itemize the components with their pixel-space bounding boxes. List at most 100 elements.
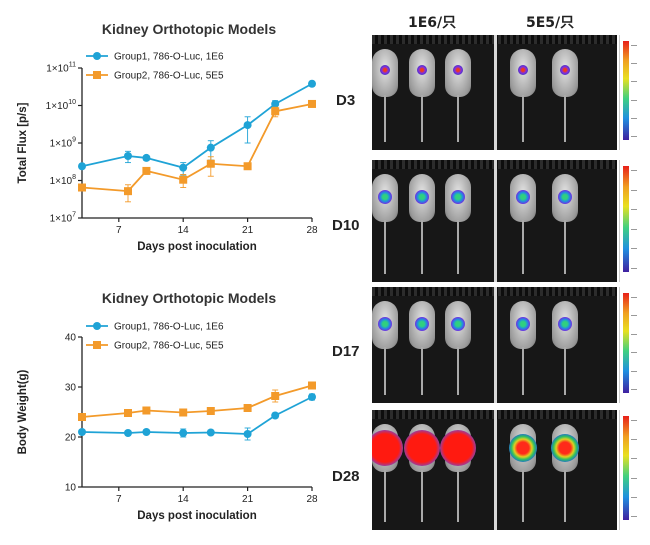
color-scale-tick bbox=[631, 170, 637, 171]
bioluminescence-signal bbox=[518, 65, 528, 75]
chart1-legend-marker-2 bbox=[93, 71, 101, 79]
bioluminescence-signal bbox=[453, 65, 463, 75]
color-scale-tick bbox=[631, 228, 637, 230]
row-label-d10: D10 bbox=[332, 217, 360, 234]
color-scale-tick bbox=[631, 136, 637, 137]
chart2-y-tick-label: 30 bbox=[65, 383, 77, 394]
bioluminescence-signal bbox=[509, 434, 537, 462]
color-scale-tick bbox=[631, 297, 637, 298]
color-scale-tick bbox=[631, 420, 637, 421]
chart2-y-axis-label: Body Weight(g) bbox=[17, 369, 29, 454]
chart1-x-tick-label: 28 bbox=[306, 225, 318, 236]
color-scale-tick bbox=[631, 268, 637, 269]
mouse-group2 bbox=[510, 174, 536, 276]
color-scale-tick bbox=[631, 496, 637, 498]
chart1-x-tick-label: 14 bbox=[178, 225, 190, 236]
color-scale-tick bbox=[631, 45, 637, 46]
mouse-group1 bbox=[372, 174, 398, 276]
chart2-series-2-point bbox=[142, 406, 151, 415]
chart2-series-1-point bbox=[308, 393, 316, 401]
color-scale-tick bbox=[631, 63, 637, 65]
mouse-group2 bbox=[510, 301, 536, 397]
mouse-group1 bbox=[409, 49, 435, 144]
charts-area: Kidney Orthotopic Models 1×107 1×108 1×109 1… bbox=[17, 21, 318, 522]
imaging-panel-d10 bbox=[372, 160, 617, 282]
color-scale-tick bbox=[631, 315, 637, 317]
mouse-group1 bbox=[445, 174, 471, 276]
color-scale-tick bbox=[631, 389, 637, 390]
group-divider bbox=[494, 35, 497, 150]
chart2-y-tick-label: 40 bbox=[65, 333, 77, 344]
chart2-series-1-point bbox=[78, 428, 86, 436]
chart2-x-tick-label: 14 bbox=[178, 494, 190, 505]
body-weight-chart: Kidney Orthotopic Models 10 20 30 40 7 14 21 28 D… bbox=[17, 290, 318, 522]
mouse-group1 bbox=[409, 301, 435, 397]
chart1-x-axis-label: Days post inoculation bbox=[137, 241, 257, 253]
chart1-legend-marker-1 bbox=[93, 52, 101, 60]
chart1-series-1-point bbox=[142, 153, 151, 162]
imaging-chamber-top bbox=[372, 410, 617, 419]
bioluminescence-signal bbox=[415, 190, 429, 204]
chart1-x-tick-label: 21 bbox=[242, 225, 254, 236]
radiance-color-scale bbox=[619, 35, 646, 150]
chart1-series-1-point bbox=[124, 152, 132, 161]
radiance-color-scale bbox=[619, 160, 646, 282]
mouse-group1 bbox=[372, 301, 398, 397]
chart1-series-2-point bbox=[308, 99, 316, 108]
bioluminescence-signal bbox=[558, 317, 572, 331]
chart1-series-1-point bbox=[206, 143, 215, 152]
chart2-series-2-point bbox=[206, 407, 215, 415]
color-scale-tick bbox=[631, 370, 637, 372]
imaging-panel-d28 bbox=[372, 410, 617, 530]
chart1-series-2-point bbox=[124, 187, 132, 196]
chart1-y-tick-label: 1×1010 bbox=[46, 99, 76, 112]
mouse-group2 bbox=[509, 424, 537, 524]
group-divider bbox=[494, 287, 497, 403]
chart2-x-axis-label: Days post inoculation bbox=[137, 510, 257, 522]
color-scale-tick bbox=[631, 458, 637, 460]
mouse-group1 bbox=[404, 424, 440, 524]
group-divider bbox=[494, 410, 497, 530]
chart1-legend-label-2: Group2, 786-O-Luc, 5E5 bbox=[114, 71, 224, 82]
bioluminescence-signal bbox=[451, 317, 465, 331]
chart1-series-2-point bbox=[243, 162, 252, 171]
imaging-panel-d17 bbox=[372, 287, 617, 403]
bioluminescence-signal bbox=[440, 430, 476, 466]
chart1-series-2-point bbox=[142, 166, 151, 175]
chart2-x-tick-label: 21 bbox=[242, 494, 254, 505]
mouse-group2 bbox=[510, 49, 536, 144]
bioluminescence-signal bbox=[560, 65, 570, 75]
flux-chart: Kidney Orthotopic Models 1×107 1×108 1×109 1… bbox=[17, 21, 318, 253]
chart1-series-1-point bbox=[179, 163, 188, 172]
mouse-group1 bbox=[445, 301, 471, 397]
bioluminescence-signal bbox=[415, 317, 429, 331]
mouse-group2 bbox=[551, 424, 579, 524]
chart1-series-2-point bbox=[179, 175, 188, 184]
chart2-series-1-point bbox=[271, 411, 280, 420]
chart2-x-tick-label: 7 bbox=[116, 494, 122, 505]
chart2-series-2-point bbox=[243, 404, 252, 412]
imaging-chamber-top bbox=[372, 160, 617, 169]
imaging-chamber-top bbox=[372, 35, 617, 44]
chart2-series-2-point bbox=[78, 413, 86, 421]
bioluminescence-signal bbox=[380, 65, 390, 75]
chart2-series-1-point bbox=[142, 428, 151, 436]
color-scale-tick bbox=[631, 248, 637, 250]
mouse-group1 bbox=[372, 424, 403, 524]
column-header-5e5: 5E5/只 bbox=[526, 15, 575, 31]
chart2-series-2-point bbox=[124, 409, 132, 417]
mouse-group2 bbox=[552, 49, 578, 144]
chart1-series-1-point bbox=[243, 121, 252, 130]
chart2-series-1-point bbox=[179, 429, 188, 437]
chart2-series-2-point bbox=[308, 381, 316, 390]
chart1-series-1-point bbox=[308, 79, 316, 88]
mouse-group2 bbox=[552, 301, 578, 397]
chart2-legend-marker-2 bbox=[93, 341, 101, 349]
row-label-d17: D17 bbox=[332, 343, 360, 360]
chart1-x-tick-label: 7 bbox=[116, 225, 122, 236]
color-scale-tick bbox=[631, 352, 637, 354]
bioluminescence-signal bbox=[404, 430, 440, 466]
color-scale-bar bbox=[623, 293, 629, 393]
bioluminescence-signal bbox=[558, 190, 572, 204]
bioluminescence-signal bbox=[378, 317, 392, 331]
